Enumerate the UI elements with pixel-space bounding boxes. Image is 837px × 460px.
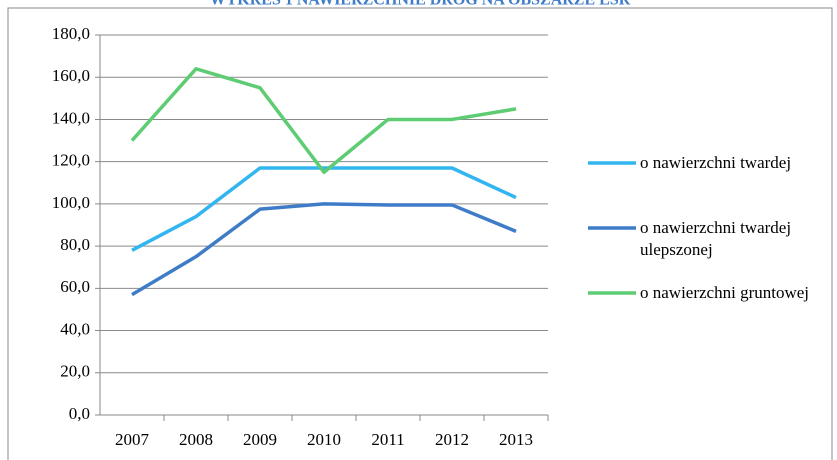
y-tick-label: 100,0	[52, 193, 90, 212]
y-tick-label: 120,0	[52, 151, 90, 170]
x-tick-label: 2008	[179, 430, 213, 449]
x-tick-label: 2007	[115, 430, 150, 449]
series-line	[131, 166, 517, 252]
y-tick-label: 160,0	[52, 66, 90, 85]
x-tick-label: 2010	[307, 430, 341, 449]
series-line	[131, 202, 517, 297]
legend-label: o nawierzchni gruntowej	[640, 283, 809, 302]
legend-label: o nawierzchni twardej	[640, 153, 792, 172]
y-tick-label: 180,0	[52, 24, 90, 43]
chart-frame	[7, 7, 833, 460]
legend-label: o nawierzchni twardej ulepszonej	[640, 218, 792, 259]
y-tick-label: 140,0	[52, 108, 90, 127]
x-tick-label: 2011	[371, 430, 404, 449]
x-tick-label: 2013	[499, 430, 533, 449]
y-tick-label: 80,0	[60, 235, 90, 254]
chart-title: WYKRES 1 NAWIERZCHNIE DRÓG NA OBSZARZE L…	[210, 0, 631, 9]
y-tick-label: 40,0	[60, 319, 90, 338]
x-tick-label: 2009	[243, 430, 277, 449]
y-tick-label: 0,0	[69, 404, 90, 423]
series-line	[130, 67, 517, 174]
x-tick-label: 2012	[435, 430, 469, 449]
y-tick-label: 60,0	[60, 277, 90, 296]
y-tick-label: 20,0	[60, 362, 90, 381]
